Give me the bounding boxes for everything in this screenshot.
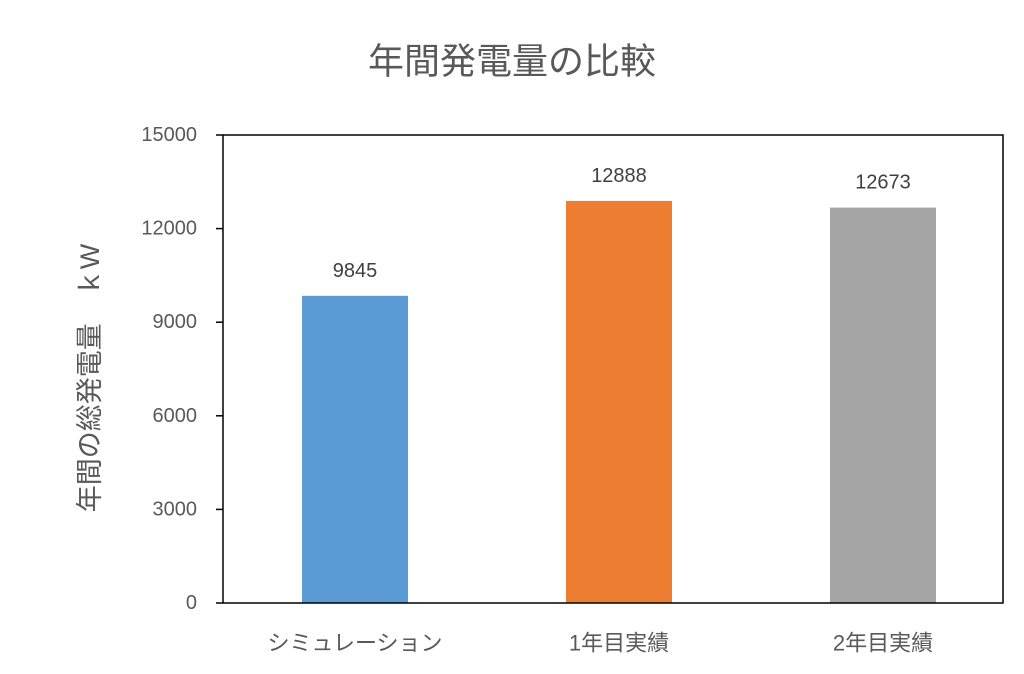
data-label: 12888	[591, 165, 647, 187]
data-label: 12673	[855, 172, 911, 194]
x-axis: シミュレーション 1年目実績 2年目実績	[267, 631, 933, 656]
y-tick-label: 9000	[153, 311, 198, 333]
y-axis: 0 3000 6000 9000 12000 15000	[141, 124, 223, 614]
data-label: 9845	[333, 260, 378, 282]
y-tick-label: 12000	[141, 218, 197, 240]
bar	[566, 200, 672, 603]
y-axis-label: 年間の総発電量 ｋW	[75, 243, 105, 512]
bar	[830, 207, 936, 603]
plot-area-frame	[222, 134, 1004, 604]
y-tick-label: 0	[186, 592, 197, 614]
y-tick-label: 6000	[153, 405, 198, 427]
x-tick-label: シミュレーション	[267, 631, 442, 656]
data-labels-group: 9845 12888 12673	[333, 165, 911, 282]
y-tick-label: 15000	[141, 124, 197, 146]
bars-group	[302, 200, 936, 603]
bar	[302, 295, 408, 603]
x-tick-label: 1年目実績	[569, 631, 669, 656]
y-tick-label: 3000	[153, 498, 198, 520]
x-tick-label: 2年目実績	[833, 631, 933, 656]
chart-title: 年間発電量の比較	[368, 41, 656, 82]
